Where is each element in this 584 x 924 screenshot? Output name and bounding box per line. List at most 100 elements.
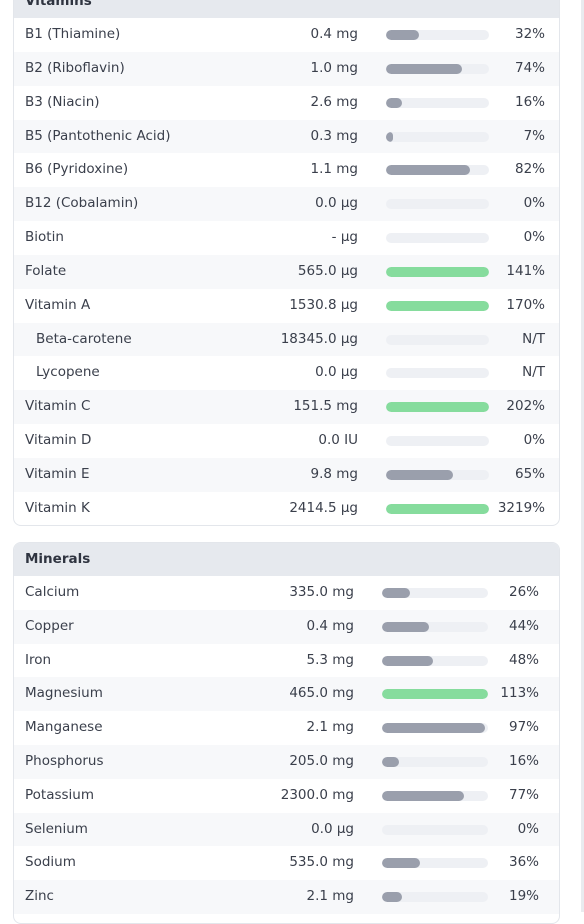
- nutrient-percent: 170%: [506, 296, 545, 313]
- nutrient-row: Calcium 335.0 mg 26%: [14, 576, 559, 610]
- nutrient-name: Lycopene: [36, 364, 100, 381]
- nutrient-row: Vitamin K 2414.5 µg 3219%: [14, 492, 559, 525]
- nutrient-amount: 2.6 mg: [310, 93, 358, 110]
- nutrient-amount: 1.0 mg: [310, 59, 358, 76]
- nutrient-amount: 0.0 µg: [315, 195, 358, 212]
- minerals-card: Minerals Calcium 335.0 mg 26% Copper 0.4 mg 4…: [13, 542, 560, 924]
- vitamins-card: Vitamins B1 (Thiamine) 0.4 mg 32% B2 (Ribof…: [13, 0, 560, 526]
- nutrient-percent: 0%: [523, 432, 545, 449]
- vitamins-header: Vitamins: [14, 0, 559, 18]
- minerals-rows: Calcium 335.0 mg 26% Copper 0.4 mg 44% Iron 5.3…: [14, 576, 559, 914]
- nutrient-amount: 18345.0 µg: [280, 330, 358, 347]
- progress-track: [382, 588, 488, 598]
- progress-fill: [386, 469, 453, 480]
- nutrient-amount: 5.3 mg: [306, 651, 354, 668]
- progress-fill: [386, 300, 489, 311]
- progress-track: [386, 402, 489, 413]
- nutrient-name: Beta-carotene: [36, 330, 132, 347]
- nutrient-percent: 26%: [508, 584, 539, 600]
- nutrient-name: Vitamin D: [25, 432, 92, 449]
- nutrient-row: Vitamin A 1530.8 µg 170%: [14, 289, 559, 323]
- nutrient-row: B5 (Pantothenic Acid) 0.3 mg 7%: [14, 119, 559, 154]
- nutrient-row: Iron 5.3 mg 48%: [14, 644, 559, 678]
- nutrient-row: B6 (Pyridoxine) 1.1 mg 82%: [14, 153, 559, 187]
- progress-track: [382, 756, 488, 767]
- nutrient-name: B3 (Niacin): [25, 93, 100, 110]
- nutrient-row: Vitamin C 151.5 mg 202%: [14, 390, 559, 425]
- nutrient-name: Zinc: [25, 888, 54, 905]
- nutrient-percent: 16%: [514, 93, 545, 110]
- nutrient-percent: 44%: [508, 617, 539, 634]
- nutrient-amount: - µg: [331, 229, 358, 246]
- nutrient-amount: 0.0 µg: [315, 364, 358, 381]
- nutrient-name: B6 (Pyridoxine): [25, 161, 129, 178]
- progress-track: [386, 266, 489, 277]
- nutrient-amount: 335.0 mg: [289, 584, 354, 600]
- nutrient-percent: 65%: [514, 465, 545, 482]
- progress-track: [382, 723, 488, 734]
- nutrient-percent: 202%: [506, 398, 545, 415]
- progress-track: [386, 199, 489, 210]
- nutrient-percent: N/T: [522, 364, 545, 381]
- progress-fill: [386, 97, 403, 108]
- nutrient-name: Biotin: [25, 229, 64, 246]
- nutrient-name: Copper: [25, 617, 74, 634]
- nutrient-amount: 0.4 mg: [310, 26, 358, 42]
- progress-track: [386, 334, 489, 345]
- nutrient-row: Beta-carotene 18345.0 µg N/T: [14, 322, 559, 357]
- nutrient-name: Sodium: [25, 854, 76, 871]
- nutrient-percent: 32%: [514, 26, 545, 42]
- nutrient-name: B2 (Riboflavin): [25, 59, 125, 76]
- progress-track: [382, 824, 488, 835]
- progress-track: [386, 436, 489, 447]
- nutrient-amount: 535.0 mg: [289, 854, 354, 871]
- nutrient-percent: 113%: [500, 685, 539, 702]
- progress-track: [386, 63, 489, 74]
- nutrient-row: Vitamin E 9.8 mg 65%: [14, 457, 559, 492]
- progress-fill: [386, 266, 489, 277]
- nutrient-name: B1 (Thiamine): [25, 26, 121, 42]
- scrollbar-track[interactable]: [581, 0, 584, 912]
- nutrient-percent: 36%: [508, 854, 539, 871]
- progress-track: [386, 233, 489, 244]
- nutrient-percent: 74%: [514, 59, 545, 76]
- nutrient-name: Phosphorus: [25, 752, 104, 769]
- nutrient-row: Sodium 535.0 mg 36%: [14, 846, 559, 880]
- nutrient-row: Manganese 2.1 mg 97%: [14, 711, 559, 745]
- nutrient-name: Potassium: [25, 786, 95, 803]
- nutrient-name: Magnesium: [25, 685, 103, 702]
- nutrient-row: Lycopene 0.0 µg N/T: [14, 356, 559, 390]
- progress-fill: [382, 858, 421, 869]
- nutrient-name: Selenium: [25, 820, 88, 837]
- nutrient-amount: 0.3 mg: [310, 127, 358, 144]
- nutrient-name: Vitamin E: [25, 465, 90, 482]
- nutrient-percent: 0%: [523, 195, 545, 212]
- nutrient-row: Selenium 0.0 µg 0%: [14, 812, 559, 847]
- nutrient-percent: 48%: [508, 651, 539, 668]
- progress-track: [386, 165, 489, 176]
- progress-fill: [386, 131, 394, 142]
- nutrient-row: Copper 0.4 mg 44%: [14, 609, 559, 644]
- nutrient-row: Vitamin D 0.0 IU 0%: [14, 424, 559, 458]
- nutrient-name: Vitamin K: [25, 499, 90, 516]
- progress-fill: [386, 402, 489, 413]
- nutrient-row: B3 (Niacin) 2.6 mg 16%: [14, 86, 559, 120]
- nutrient-percent: 0%: [523, 229, 545, 246]
- progress-track: [382, 621, 488, 632]
- progress-fill: [382, 588, 410, 598]
- nutrient-percent: 3219%: [497, 499, 545, 516]
- nutrient-percent: 97%: [508, 719, 539, 736]
- progress-fill: [382, 689, 488, 700]
- nutrient-row: B2 (Riboflavin) 1.0 mg 74%: [14, 51, 559, 86]
- nutrient-amount: 465.0 mg: [289, 685, 354, 702]
- progress-track: [382, 790, 488, 801]
- nutrient-amount: 0.4 mg: [306, 617, 354, 634]
- progress-track: [386, 300, 489, 311]
- nutrient-amount: 2.1 mg: [306, 719, 354, 736]
- nutrient-percent: 7%: [523, 127, 545, 144]
- nutrient-amount: 0.0 IU: [318, 432, 358, 449]
- nutrient-name: Iron: [25, 651, 52, 668]
- nutrient-row: Folate 565.0 µg 141%: [14, 254, 559, 289]
- progress-fill: [382, 621, 429, 632]
- vitamins-rows: B1 (Thiamine) 0.4 mg 32% B2 (Riboflavin) 1.0…: [14, 18, 559, 525]
